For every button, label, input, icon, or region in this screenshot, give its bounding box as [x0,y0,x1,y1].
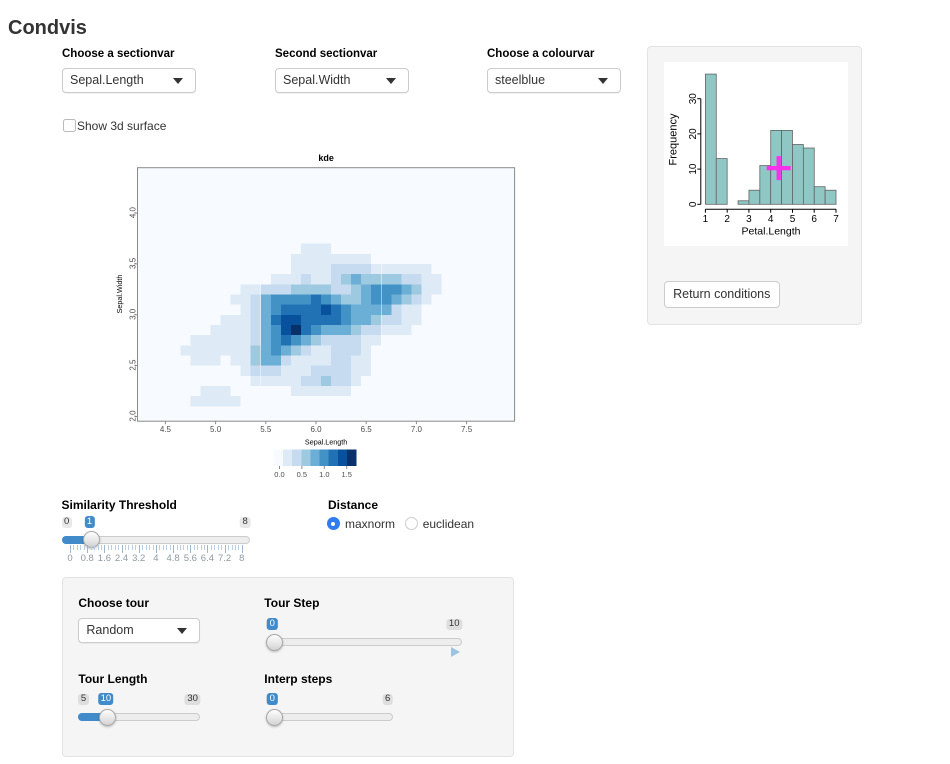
svg-text:1: 1 [703,214,709,225]
svg-text:0.0: 0.0 [274,470,284,479]
svg-text:2.5: 2.5 [129,359,138,371]
svg-text:0: 0 [688,201,699,207]
svg-text:3: 3 [746,214,752,225]
svg-text:6.5: 6.5 [361,425,373,434]
svg-text:7: 7 [833,214,839,225]
svg-text:2.0: 2.0 [129,410,138,422]
svg-text:6.0: 6.0 [310,425,322,434]
svg-text:4.0: 4.0 [129,206,138,218]
svg-text:3.0: 3.0 [129,308,138,320]
svg-text:1.5: 1.5 [341,470,351,479]
svg-text:7.5: 7.5 [461,425,473,434]
svg-text:3.5: 3.5 [129,257,138,269]
svg-text:Sepal.Length: Sepal.Length [305,438,347,447]
svg-text:5.0: 5.0 [210,425,222,434]
svg-text:Frequency: Frequency [668,113,680,165]
svg-text:6: 6 [811,214,817,225]
svg-text:Petal.Length: Petal.Length [742,226,801,238]
svg-text:5: 5 [790,214,796,225]
svg-text:2: 2 [724,214,730,225]
svg-text:4: 4 [768,214,774,225]
svg-text:Sepal.Width: Sepal.Width [115,275,124,314]
svg-text:10: 10 [688,163,699,175]
svg-text:5.5: 5.5 [260,425,272,434]
svg-text:7.0: 7.0 [411,425,423,434]
svg-text:kde: kde [318,153,334,163]
svg-text:0.5: 0.5 [297,470,307,479]
svg-text:4.5: 4.5 [160,425,172,434]
svg-text:20: 20 [688,128,699,140]
svg-text:1.0: 1.0 [319,470,329,479]
svg-text:30: 30 [688,93,699,105]
